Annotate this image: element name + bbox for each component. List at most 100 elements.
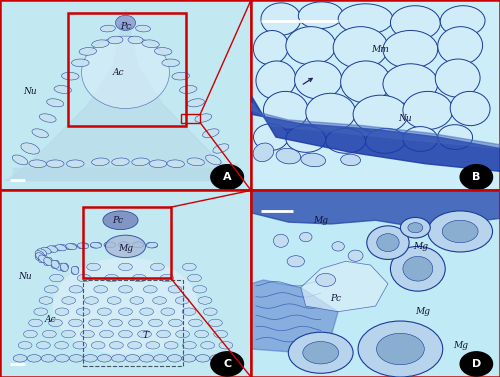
Ellipse shape xyxy=(76,308,90,316)
Ellipse shape xyxy=(348,250,363,261)
Ellipse shape xyxy=(176,330,190,338)
Ellipse shape xyxy=(107,297,121,304)
Text: Ac: Ac xyxy=(44,315,56,323)
Ellipse shape xyxy=(198,297,212,304)
Ellipse shape xyxy=(70,355,83,362)
Ellipse shape xyxy=(128,36,143,44)
Ellipse shape xyxy=(100,330,114,338)
Ellipse shape xyxy=(51,260,59,268)
Ellipse shape xyxy=(132,158,150,166)
Bar xyxy=(180,114,201,123)
Ellipse shape xyxy=(254,124,288,150)
Ellipse shape xyxy=(286,126,326,152)
Ellipse shape xyxy=(54,86,72,93)
Ellipse shape xyxy=(306,93,356,131)
Ellipse shape xyxy=(442,220,478,243)
Ellipse shape xyxy=(44,285,58,293)
Ellipse shape xyxy=(340,154,360,166)
Ellipse shape xyxy=(90,242,102,248)
Ellipse shape xyxy=(168,285,182,293)
Ellipse shape xyxy=(182,342,196,349)
Ellipse shape xyxy=(164,342,178,349)
Bar xyxy=(68,13,186,126)
Ellipse shape xyxy=(142,40,160,48)
Ellipse shape xyxy=(56,355,69,362)
Ellipse shape xyxy=(80,330,94,338)
Ellipse shape xyxy=(162,59,180,67)
Ellipse shape xyxy=(54,342,68,349)
Ellipse shape xyxy=(118,263,132,271)
Ellipse shape xyxy=(367,226,409,259)
Ellipse shape xyxy=(24,330,37,338)
Ellipse shape xyxy=(71,266,79,274)
Ellipse shape xyxy=(48,319,62,326)
Ellipse shape xyxy=(79,48,96,55)
Ellipse shape xyxy=(27,355,41,362)
Ellipse shape xyxy=(126,355,140,362)
Ellipse shape xyxy=(92,40,109,48)
Ellipse shape xyxy=(48,246,58,252)
Text: Ac: Ac xyxy=(112,68,124,77)
Ellipse shape xyxy=(118,242,130,247)
Ellipse shape xyxy=(41,247,51,254)
Ellipse shape xyxy=(224,355,238,362)
Ellipse shape xyxy=(140,308,153,316)
Ellipse shape xyxy=(108,319,122,326)
Ellipse shape xyxy=(52,257,199,355)
Text: A: A xyxy=(223,172,232,182)
Circle shape xyxy=(211,352,244,376)
Ellipse shape xyxy=(150,160,167,167)
Ellipse shape xyxy=(100,25,116,32)
Ellipse shape xyxy=(38,255,48,263)
Circle shape xyxy=(460,165,492,189)
Polygon shape xyxy=(12,162,238,181)
Ellipse shape xyxy=(332,242,344,251)
Ellipse shape xyxy=(13,355,27,362)
Ellipse shape xyxy=(104,242,116,248)
Ellipse shape xyxy=(188,319,202,326)
Ellipse shape xyxy=(376,234,399,251)
Ellipse shape xyxy=(60,263,68,271)
Circle shape xyxy=(460,352,492,376)
Ellipse shape xyxy=(440,6,485,36)
Ellipse shape xyxy=(206,155,221,165)
Text: D: D xyxy=(472,359,481,369)
Ellipse shape xyxy=(288,332,353,373)
Ellipse shape xyxy=(353,95,408,133)
Ellipse shape xyxy=(82,36,170,109)
Ellipse shape xyxy=(98,308,111,316)
Ellipse shape xyxy=(146,242,158,248)
Ellipse shape xyxy=(66,160,84,167)
Ellipse shape xyxy=(21,143,40,154)
Text: Mg: Mg xyxy=(413,242,428,251)
Ellipse shape xyxy=(108,36,123,44)
Ellipse shape xyxy=(180,86,197,93)
Ellipse shape xyxy=(46,99,64,107)
Ellipse shape xyxy=(303,342,338,364)
Ellipse shape xyxy=(35,251,44,258)
Ellipse shape xyxy=(182,308,196,316)
Ellipse shape xyxy=(187,158,204,166)
Ellipse shape xyxy=(35,251,44,258)
Ellipse shape xyxy=(55,263,68,271)
Ellipse shape xyxy=(400,218,430,238)
Polygon shape xyxy=(251,190,500,228)
Ellipse shape xyxy=(62,330,76,338)
Ellipse shape xyxy=(150,263,164,271)
Ellipse shape xyxy=(408,223,423,233)
Ellipse shape xyxy=(110,342,124,349)
Ellipse shape xyxy=(98,355,112,362)
Ellipse shape xyxy=(200,342,214,349)
Polygon shape xyxy=(251,280,338,355)
Ellipse shape xyxy=(254,31,288,65)
Ellipse shape xyxy=(301,153,326,167)
Ellipse shape xyxy=(167,160,184,167)
Ellipse shape xyxy=(128,319,142,326)
Ellipse shape xyxy=(450,91,490,126)
Ellipse shape xyxy=(118,242,130,247)
Ellipse shape xyxy=(77,274,91,282)
Ellipse shape xyxy=(104,242,116,248)
Ellipse shape xyxy=(274,234,288,247)
Ellipse shape xyxy=(194,330,208,338)
Ellipse shape xyxy=(193,285,206,293)
